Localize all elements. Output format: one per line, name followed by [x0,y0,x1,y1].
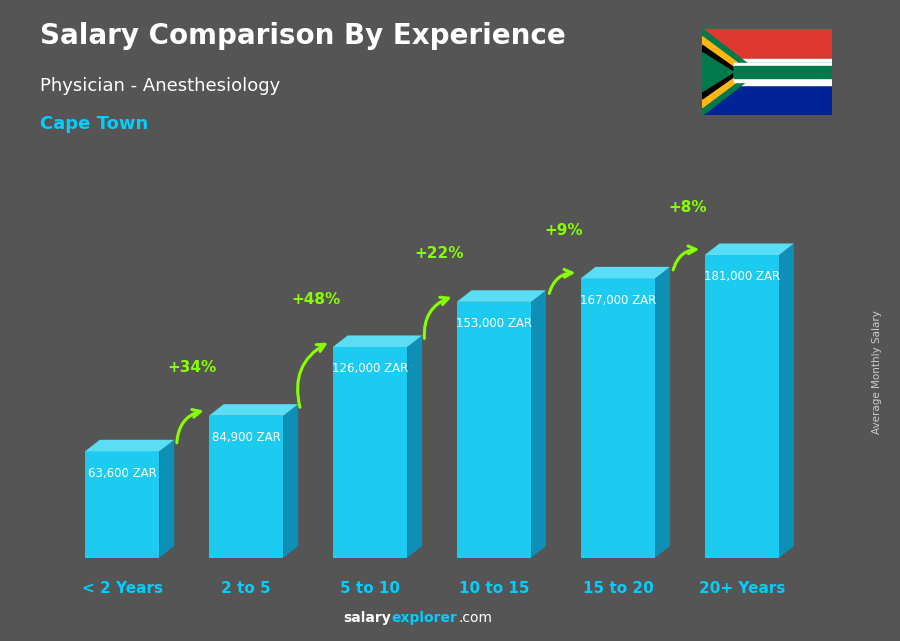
Text: .com: .com [459,611,493,625]
Polygon shape [159,440,175,558]
Text: 15 to 20: 15 to 20 [582,581,653,595]
Text: +8%: +8% [668,199,706,215]
Polygon shape [655,267,670,558]
Text: 20+ Years: 20+ Years [698,581,785,595]
Polygon shape [457,290,546,302]
Text: 5 to 10: 5 to 10 [340,581,400,595]
Polygon shape [333,335,422,347]
Polygon shape [702,37,750,108]
Polygon shape [209,404,298,416]
Polygon shape [85,440,175,451]
Text: 84,900 ZAR: 84,900 ZAR [212,431,281,444]
Bar [702,72,832,115]
Text: +48%: +48% [291,292,340,306]
Text: 2 to 5: 2 to 5 [221,581,271,595]
Bar [702,29,832,72]
Text: +34%: +34% [166,360,216,376]
Polygon shape [705,244,794,255]
FancyBboxPatch shape [333,347,407,558]
FancyBboxPatch shape [705,255,779,558]
Bar [734,63,833,81]
Text: Average Monthly Salary: Average Monthly Salary [872,310,883,434]
Text: 63,600 ZAR: 63,600 ZAR [88,467,157,479]
Bar [702,59,832,85]
Text: Physician - Anesthesiology: Physician - Anesthesiology [40,77,281,95]
FancyBboxPatch shape [85,451,159,558]
Text: Salary Comparison By Experience: Salary Comparison By Experience [40,22,566,51]
Text: +9%: +9% [544,223,582,238]
Polygon shape [531,290,546,558]
Text: +22%: +22% [415,246,464,262]
Text: 167,000 ZAR: 167,000 ZAR [580,294,656,307]
Text: 153,000 ZAR: 153,000 ZAR [456,317,532,330]
Polygon shape [580,267,670,278]
Text: salary: salary [344,611,392,625]
Bar [734,66,833,78]
Text: Cape Town: Cape Town [40,115,148,133]
Polygon shape [702,29,759,115]
Text: 10 to 15: 10 to 15 [459,581,529,595]
Polygon shape [284,404,298,558]
Polygon shape [702,53,733,92]
Text: explorer: explorer [392,611,457,625]
Text: < 2 Years: < 2 Years [82,581,163,595]
FancyBboxPatch shape [209,416,284,558]
Polygon shape [702,46,741,99]
Bar [702,63,832,81]
FancyBboxPatch shape [580,278,655,558]
Text: 126,000 ZAR: 126,000 ZAR [332,362,409,376]
FancyBboxPatch shape [457,302,531,558]
Text: 181,000 ZAR: 181,000 ZAR [704,271,780,283]
Polygon shape [779,244,794,558]
Polygon shape [407,335,422,558]
